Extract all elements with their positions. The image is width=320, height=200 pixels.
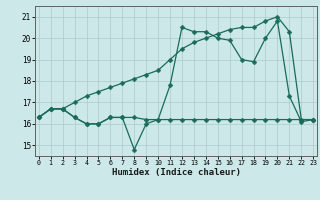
X-axis label: Humidex (Indice chaleur): Humidex (Indice chaleur) [111, 168, 241, 177]
